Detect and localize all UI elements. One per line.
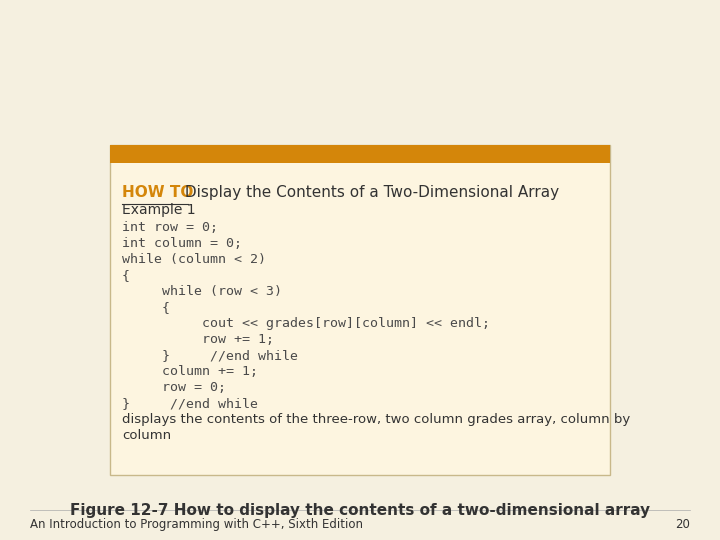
Text: 20: 20 bbox=[675, 518, 690, 531]
Text: column: column bbox=[122, 429, 171, 442]
Text: while (row < 3): while (row < 3) bbox=[122, 285, 282, 298]
Text: row = 0;: row = 0; bbox=[122, 381, 226, 394]
Text: }     //end while: } //end while bbox=[122, 349, 298, 362]
Text: Figure 12-7 How to display the contents of a two-dimensional array: Figure 12-7 How to display the contents … bbox=[70, 503, 650, 518]
Text: int column = 0;: int column = 0; bbox=[122, 237, 242, 250]
Text: Example 1: Example 1 bbox=[122, 203, 196, 217]
FancyBboxPatch shape bbox=[110, 145, 610, 163]
Text: column += 1;: column += 1; bbox=[122, 365, 258, 378]
Text: An Introduction to Programming with C++, Sixth Edition: An Introduction to Programming with C++,… bbox=[30, 518, 363, 531]
Text: row += 1;: row += 1; bbox=[122, 333, 274, 346]
Text: int row = 0;: int row = 0; bbox=[122, 221, 218, 234]
FancyBboxPatch shape bbox=[110, 145, 610, 475]
Text: }     //end while: } //end while bbox=[122, 397, 258, 410]
Text: HOW TO: HOW TO bbox=[122, 185, 194, 200]
Text: {: { bbox=[122, 269, 130, 282]
Text: {: { bbox=[122, 301, 170, 314]
Text: cout << grades[row][column] << endl;: cout << grades[row][column] << endl; bbox=[122, 317, 490, 330]
Text: while (column < 2): while (column < 2) bbox=[122, 253, 266, 266]
Text: displays the contents of the three-row, two column grades array, column by: displays the contents of the three-row, … bbox=[122, 413, 630, 426]
Text: Display the Contents of a Two-Dimensional Array: Display the Contents of a Two-Dimensiona… bbox=[180, 185, 559, 200]
